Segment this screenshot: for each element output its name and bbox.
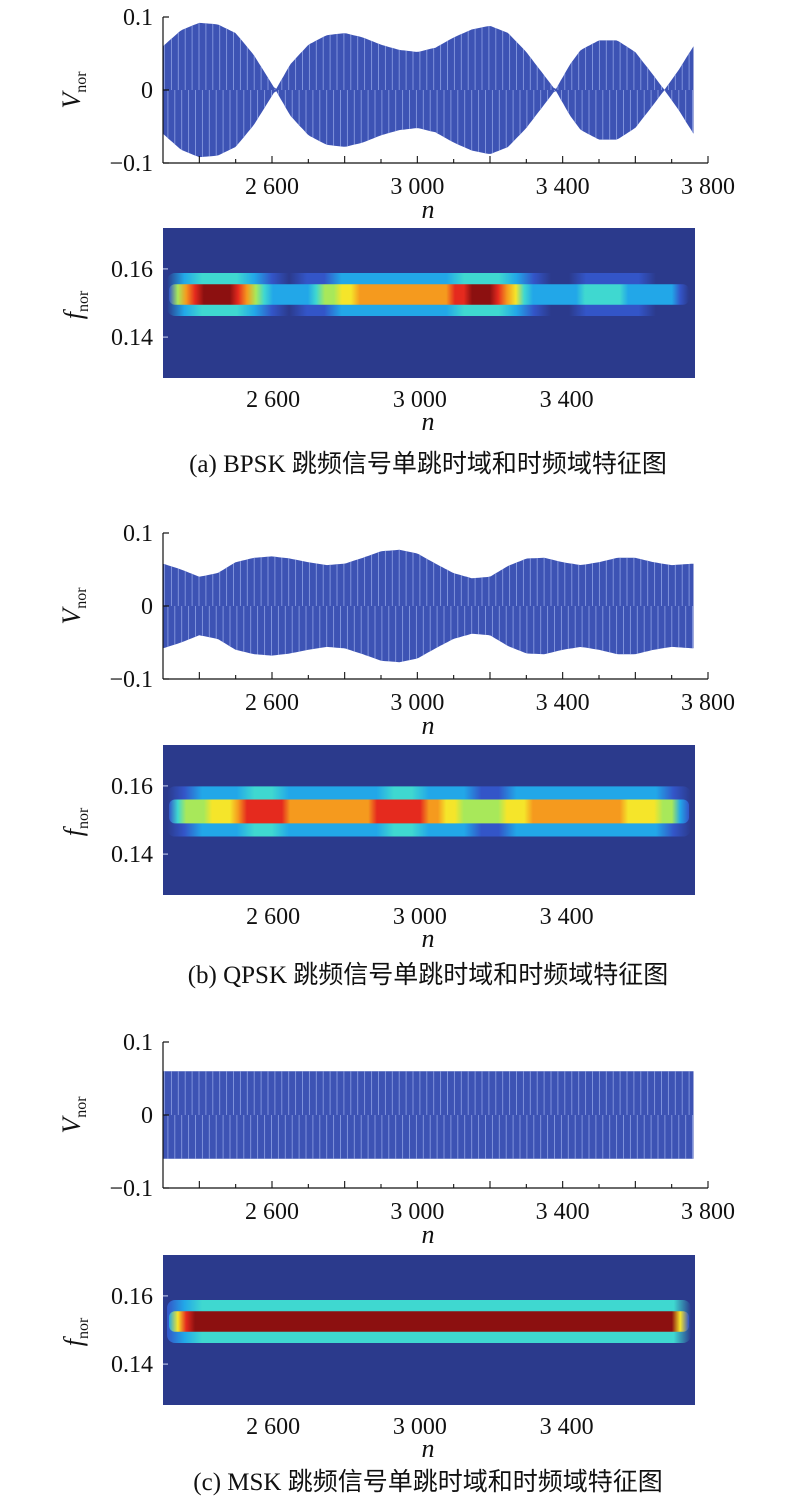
y-axis-label-subscript: nor [73,71,90,93]
y-axis-label: fnor [59,807,92,836]
y-tick-label: 0.1 [123,5,153,31]
frequency-band-core [169,799,689,824]
y-axis-label-subscript: nor [75,807,92,829]
x-tick-label: 3 000 [390,690,444,716]
y-tick-label: 0.14 [111,325,153,351]
y-axis-label: Vnor [57,587,90,625]
y-axis-label-var: f [59,825,88,836]
y-axis-label-var: f [59,1335,88,1346]
y-tick-label: 0 [141,1103,153,1129]
x-tick-label: 3 400 [540,1414,594,1440]
y-tick-label: 0.16 [111,1284,153,1310]
y-tick-label: 0 [141,78,153,104]
panel-a-time-domain-plot: 0.1 0 −0.1 2 600 3 000 3 400 3 800 n Vnor [57,5,735,224]
x-tick-label: 2 600 [246,904,300,930]
panel-b-time-domain-plot: 0.1 0 −0.1 2 600 3 000 3 400 3 800 n Vnor [57,521,735,740]
x-axis-label: n [422,924,435,953]
caption-a: (a) BPSK 跳频信号单跳时域和时频域特征图 [189,450,667,478]
y-axis-label-var: V [57,606,86,625]
x-tick-label: 3 400 [536,1199,590,1225]
signal-envelope [163,549,694,663]
x-axis-label: n [422,1434,435,1463]
y-axis-label: fnor [59,1317,92,1346]
y-axis-label-var: V [57,1115,86,1134]
x-tick-label: 2 600 [245,174,299,200]
x-tick-label: 3 000 [390,1199,444,1225]
y-tick-label: −0.1 [109,667,153,693]
signal-carrier-lines [164,1071,694,1159]
x-tick-label: 3 000 [393,904,447,930]
x-tick-label: 3 800 [681,690,735,716]
x-tick-label: 2 600 [245,690,299,716]
y-axis-label: fnor [59,290,92,319]
signal-envelope [163,22,694,158]
caption-c: (c) MSK 跳频信号单跳时域和时频域特征图 [193,1468,662,1496]
signal-carrier-lines [164,23,694,157]
y-tick-label: −0.1 [109,151,153,177]
x-tick-label: 3 800 [681,174,735,200]
y-tick-label: 0.1 [123,521,153,547]
x-tick-label: 2 600 [245,1199,299,1225]
x-axis-label: n [422,1220,435,1249]
y-axis-label: Vnor [57,71,90,109]
y-axis-label-subscript: nor [75,1317,92,1339]
y-tick-label: 0.14 [111,842,153,868]
x-tick-label: 3 400 [540,387,594,413]
x-tick-label: 3 400 [536,690,590,716]
panel-b-time-frequency-plot: 0.16 0.14 2 600 3 000 3 400 n fnor [59,745,695,953]
y-tick-label: 0.1 [123,1030,153,1056]
y-axis-label-subscript: nor [73,587,90,609]
x-axis-label: n [422,195,435,224]
caption-b: (b) QPSK 跳频信号单跳时域和时频域特征图 [188,961,669,989]
panel-c-time-domain-plot: 0.1 0 −0.1 2 600 3 000 3 400 3 800 n Vnor [57,1030,735,1249]
signal-carrier-lines [164,549,694,662]
x-tick-label: 2 600 [246,387,300,413]
y-tick-label: −0.1 [109,1176,153,1202]
y-axis-label-var: f [59,308,88,319]
frequency-band-core [169,284,689,305]
x-tick-label: 2 600 [246,1414,300,1440]
x-axis-label: n [422,711,435,740]
panel-c-time-frequency-plot: 0.16 0.14 2 600 3 000 3 400 n fnor [59,1255,695,1463]
x-axis-label: n [422,407,435,436]
y-tick-label: 0 [141,594,153,620]
x-tick-label: 3 000 [393,1414,447,1440]
y-tick-label: 0.16 [111,257,153,283]
y-tick-label: 0.14 [111,1352,153,1378]
y-tick-label: 0.16 [111,774,153,800]
panel-a-time-frequency-plot: 0.16 0.14 2 600 3 000 3 400 n fnor [59,228,695,436]
signal-envelope [163,1071,694,1159]
x-tick-label: 3 000 [390,174,444,200]
x-tick-label: 3 000 [393,387,447,413]
y-axis-label: Vnor [57,1096,90,1134]
frequency-band-core [169,1311,689,1332]
y-axis-label-subscript: nor [75,290,92,312]
x-tick-label: 3 400 [540,904,594,930]
y-axis-label-subscript: nor [73,1096,90,1118]
x-tick-label: 3 800 [681,1199,735,1225]
y-axis-label-var: V [57,90,86,109]
x-tick-label: 3 400 [536,174,590,200]
